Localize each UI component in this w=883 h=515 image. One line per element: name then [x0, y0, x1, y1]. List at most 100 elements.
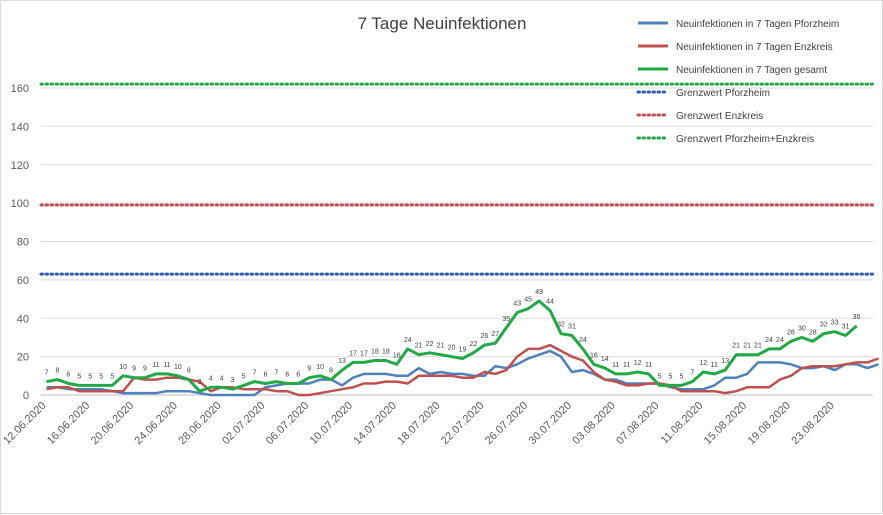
data-label: 24	[765, 337, 773, 344]
data-label: 21	[415, 343, 423, 350]
data-label: 36	[853, 314, 861, 321]
x-tick-label: 30.07.2020	[527, 400, 574, 447]
data-label: 21	[743, 343, 751, 350]
y-tick-label: 0	[23, 390, 29, 402]
data-label: 21	[437, 343, 445, 350]
data-label: 31	[568, 324, 576, 331]
data-label: 28	[809, 329, 817, 336]
data-label: 9	[307, 366, 311, 373]
legend-label-threshold-1: Grenzwert Enzkreis	[676, 111, 763, 122]
data-label: 30	[798, 325, 806, 332]
data-label: 27	[491, 331, 499, 338]
data-label: 5	[679, 373, 683, 380]
data-label: 33	[831, 320, 839, 327]
data-label: 8	[55, 368, 59, 375]
data-label: 43	[513, 300, 521, 307]
y-tick-label: 60	[17, 275, 29, 287]
data-label: 6	[66, 371, 70, 378]
x-tick-label: 07.08.2020	[614, 400, 661, 447]
data-label: 24	[404, 337, 412, 344]
data-label: 28	[787, 329, 795, 336]
data-label: 4	[209, 375, 213, 382]
data-label: 8	[329, 368, 333, 375]
data-label: 5	[669, 373, 673, 380]
x-tick-label: 26.07.2020	[483, 400, 530, 447]
data-label: 12	[634, 360, 642, 367]
x-tick-label: 23.08.2020	[789, 400, 836, 447]
data-label: 19	[459, 347, 467, 354]
data-label: 22	[470, 341, 478, 348]
data-label: 17	[349, 350, 357, 357]
legend-label-0: Neuinfektionen in 7 Tagen Pforzheim	[676, 19, 839, 30]
data-label: 49	[535, 289, 543, 296]
data-label: 24	[579, 337, 587, 344]
data-label: 10	[316, 364, 324, 371]
data-label: 35	[502, 316, 510, 323]
data-label: 7	[45, 370, 49, 377]
data-label: 4	[220, 375, 224, 382]
data-label: 2	[198, 379, 202, 386]
legend-label-threshold-2: Grenzwert Pforzheim+Enzkreis	[676, 134, 814, 145]
data-label: 10	[174, 364, 182, 371]
x-tick-label: 20.06.2020	[89, 400, 136, 447]
y-tick-label: 140	[11, 121, 29, 133]
data-label: 3	[231, 377, 235, 384]
data-label: 22	[426, 341, 434, 348]
data-label: 24	[776, 337, 784, 344]
legend-label-threshold-0: Grenzwert Pforzheim	[676, 88, 770, 99]
x-tick-label: 12.06.2020	[1, 400, 48, 447]
series-line-0	[46, 349, 879, 397]
data-label: 16	[590, 352, 598, 359]
x-tick-label: 22.07.2020	[439, 400, 486, 447]
data-label: 32	[820, 322, 828, 329]
data-label: 11	[711, 362, 718, 369]
data-label: 18	[382, 348, 390, 355]
data-label: 11	[645, 362, 652, 369]
y-tick-label: 160	[11, 83, 29, 95]
data-label: 45	[524, 297, 532, 304]
x-tick-label: 14.07.2020	[351, 400, 398, 447]
series-layer	[46, 299, 879, 397]
data-label: 16	[393, 352, 401, 359]
y-tick-label: 80	[17, 237, 29, 249]
x-tick-label: 11.08.2020	[659, 400, 706, 447]
data-label: 17	[360, 350, 368, 357]
x-tick-label: 10.07.2020	[308, 400, 355, 447]
data-label: 6	[285, 371, 289, 378]
data-label: 11	[612, 362, 619, 369]
x-tick-label: 03.08.2020	[570, 400, 617, 447]
data-label: 13	[338, 358, 346, 365]
y-tick-label: 100	[11, 198, 29, 210]
x-tick-label: 24.06.2020	[133, 400, 180, 447]
x-tick-label: 02.07.2020	[220, 400, 267, 447]
y-tick-label: 20	[17, 352, 29, 364]
x-tick-label: 28.06.2020	[176, 400, 223, 447]
grid-layer	[41, 87, 873, 396]
data-label: 44	[546, 299, 554, 306]
x-tick-label: 18.07.2020	[395, 400, 442, 447]
data-label: 11	[623, 362, 630, 369]
data-label: 6	[296, 371, 300, 378]
data-label: 6	[263, 371, 267, 378]
data-label: 31	[842, 324, 850, 331]
data-label: 5	[242, 373, 246, 380]
data-label: 21	[732, 343, 740, 350]
y-tick-label: 120	[11, 160, 29, 172]
y-tick-label: 40	[17, 313, 29, 325]
x-tick-label: 06.07.2020	[264, 400, 311, 447]
data-label: 7	[274, 370, 278, 377]
x-tick-label: 16.06.2020	[45, 400, 92, 447]
data-label: 7	[690, 370, 694, 377]
data-label: 18	[371, 348, 379, 355]
legend-label-1: Neuinfektionen in 7 Tagen Enzkreis	[676, 42, 833, 53]
data-label: 12	[699, 360, 707, 367]
data-label: 13	[721, 358, 729, 365]
data-label: 11	[163, 362, 170, 369]
data-label: 5	[658, 373, 662, 380]
data-label: 7	[253, 370, 257, 377]
data-label: 8	[187, 368, 191, 375]
data-label: 20	[448, 345, 456, 352]
data-label: 32	[557, 322, 565, 329]
